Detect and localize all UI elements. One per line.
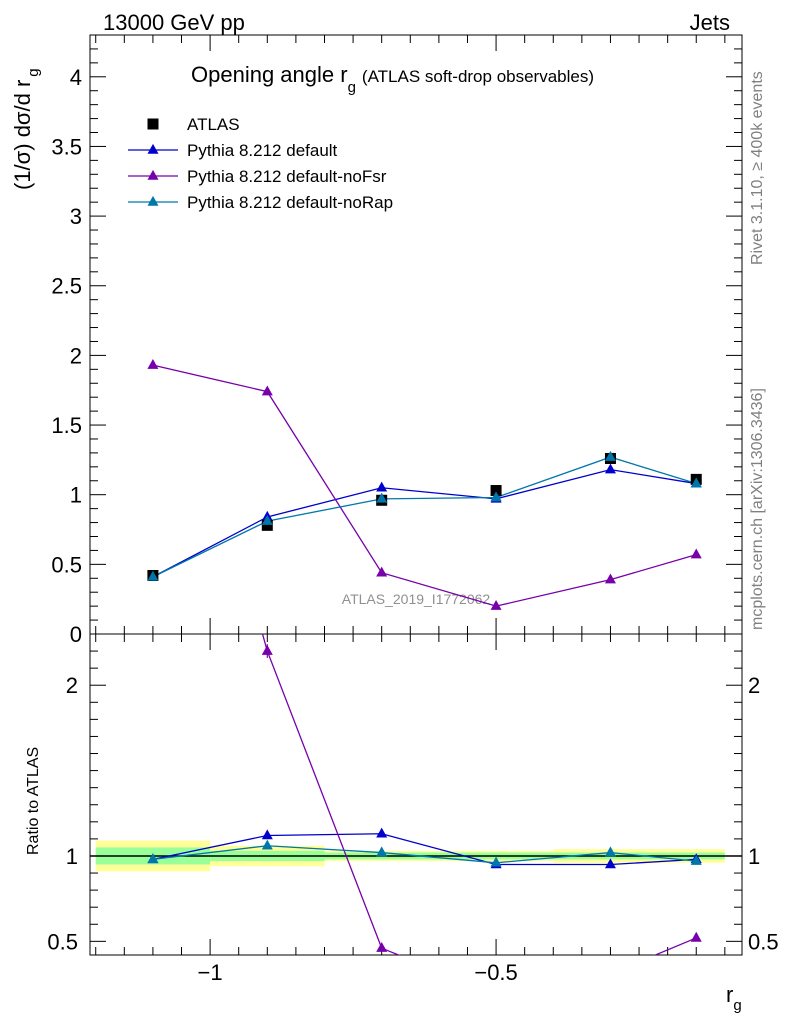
legend-label: Pythia 8.212 default <box>187 141 338 160</box>
ratio-line <box>261 634 697 955</box>
reference-marker <box>490 485 502 497</box>
series-marker <box>376 566 388 577</box>
ratio-marker <box>147 853 159 864</box>
y-tick-label: 1.5 <box>51 413 82 438</box>
legend-label-reference: ATLAS <box>187 115 240 134</box>
legend-label: Pythia 8.212 default-noFsr <box>187 167 387 186</box>
ratio-line <box>152 845 697 864</box>
ratio-marker <box>376 846 388 857</box>
series-marker <box>690 548 702 559</box>
ratio-marker <box>376 827 388 838</box>
y-tick-label: 2.5 <box>51 274 82 299</box>
ratio-marker <box>376 942 388 952</box>
legend-label: Pythia 8.212 default-noRap <box>187 193 393 212</box>
ratio-y-axis-title: Ratio to ATLAS <box>25 747 42 855</box>
series-marker <box>490 491 502 502</box>
series-marker <box>604 573 616 584</box>
legend-marker <box>147 169 159 180</box>
y-tick-label: 0.5 <box>51 552 82 577</box>
y-tick-label: 3.5 <box>51 134 82 159</box>
ratio-y-tick-label-right: 2 <box>748 673 760 698</box>
ratio-marker <box>261 839 273 850</box>
ratio-y-tick-label: 2 <box>66 673 78 698</box>
ratio-marker <box>261 829 273 840</box>
legend-marker <box>147 195 159 206</box>
x-axis-title: rg <box>726 982 742 1014</box>
series-marker <box>604 450 616 461</box>
series-marker <box>376 481 388 492</box>
y-tick-label: 3 <box>70 204 82 229</box>
legend: ATLAS Pythia 8.212 default Pythia 8.212 de… <box>128 115 393 212</box>
ratio-marker <box>261 644 273 655</box>
series-marker <box>147 359 159 369</box>
y-axis-title: (1/σ) dσ/d rg <box>10 68 42 190</box>
reference-points <box>147 452 702 581</box>
ratio-frame <box>89 633 743 956</box>
series-marker <box>261 515 273 525</box>
legend-marker-reference <box>147 118 159 130</box>
ratio-marker <box>491 988 502 998</box>
reference-marker <box>261 519 273 531</box>
y-tick-label: 1 <box>70 483 82 508</box>
watermark: ATLAS_2019_I1772062 <box>342 591 491 607</box>
legend-marker <box>147 143 159 154</box>
series-marker <box>147 570 159 581</box>
series-1 <box>147 463 702 581</box>
series-marker <box>490 600 502 610</box>
y-tick-label: 0 <box>70 622 82 647</box>
ratio-plot-area <box>147 235 702 998</box>
ratio-marker <box>604 846 616 857</box>
series-line <box>152 364 697 607</box>
ratio-marker <box>490 856 502 867</box>
main-plot-area <box>147 359 702 610</box>
series-2 <box>147 359 702 610</box>
ratio-series-3 <box>147 839 702 867</box>
ratio-y-tick-label-right: 0.5 <box>748 929 779 954</box>
y-tick-label: 4 <box>70 65 82 90</box>
main-panel: 0 0.5 1 1.5 2 2.5 3 3.5 4 <box>51 34 743 647</box>
series-marker <box>604 463 616 474</box>
series-line <box>152 456 697 578</box>
chart-title: Opening angle rg(ATLAS soft-drop observa… <box>191 62 594 96</box>
ratio-y-tick-label: 0.5 <box>47 929 78 954</box>
header-left: 13000 GeV pp <box>103 10 245 35</box>
ratio-marker <box>147 235 158 245</box>
header-right: Jets <box>690 10 730 35</box>
ratio-marker <box>690 854 702 865</box>
series-marker <box>261 385 273 396</box>
mcplots-label: mcplots.cern.ch [arXiv:1306.3436] <box>749 388 766 630</box>
series-marker <box>376 492 388 503</box>
series-3-markers-top <box>147 450 702 581</box>
ratio-panel: −1 −0.5 0.5 0.5 1 1 2 2 <box>47 235 779 998</box>
x-tick-label: −0.5 <box>474 960 517 985</box>
ratio-y-tick-label: 1 <box>66 844 78 869</box>
ratio-marker <box>690 931 702 942</box>
ratio-y-tick-label-right: 1 <box>748 844 760 869</box>
ratio-line <box>152 833 697 866</box>
ratio-marker <box>604 858 616 869</box>
x-tick-label: −1 <box>198 960 223 985</box>
series-marker <box>690 477 702 488</box>
rivet-label: Rivet 3.1.10, ≥ 400k events <box>749 71 766 265</box>
y-tick-label: 2 <box>70 343 82 368</box>
ratio-series-2 <box>147 235 702 998</box>
ratio-marker <box>605 968 616 978</box>
series-line <box>152 468 697 578</box>
